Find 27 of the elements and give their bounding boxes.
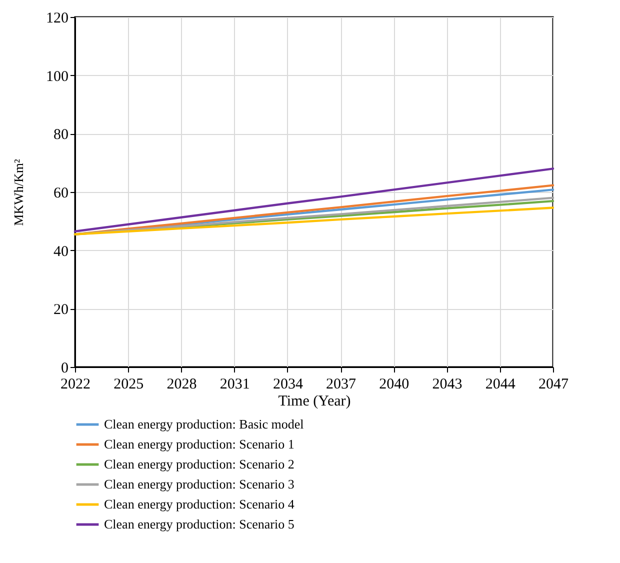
x-tick-label: 2028 bbox=[166, 376, 197, 392]
x-tick-label: 2044 bbox=[485, 376, 516, 392]
x-tick-label: 2022 bbox=[60, 376, 90, 392]
legend-label: Clean energy production: Scenario 4 bbox=[104, 496, 295, 512]
x-tick-label: 2031 bbox=[220, 376, 250, 392]
legend-label: Clean energy production: Scenario 1 bbox=[104, 436, 294, 452]
y-tick-label: 60 bbox=[54, 186, 68, 202]
line-series bbox=[74, 206, 554, 236]
y-axis-title: MKWh/Km² bbox=[11, 159, 26, 226]
legend-label: Clean energy production: Scenario 5 bbox=[104, 516, 294, 532]
legend-label: Clean energy production: Scenario 2 bbox=[104, 456, 294, 472]
y-tick-label: 80 bbox=[54, 127, 68, 144]
y-tick-label: 100 bbox=[46, 68, 68, 85]
line-series bbox=[74, 168, 554, 232]
y-tick-label: 0 bbox=[61, 360, 68, 376]
x-axis-title: Time (Year) bbox=[278, 394, 351, 410]
x-tick-label: 2040 bbox=[379, 376, 410, 392]
legend-label: Clean energy production: Basic model bbox=[104, 416, 304, 432]
x-tick-label: 2047 bbox=[538, 376, 569, 392]
x-tick-label: 2043 bbox=[432, 376, 462, 392]
x-tick-label: 2034 bbox=[272, 376, 304, 392]
y-tick-label: 120 bbox=[46, 10, 68, 26]
x-tick-label: 2025 bbox=[114, 376, 144, 392]
y-tick-label: 20 bbox=[54, 302, 68, 318]
legend-label: Clean energy production: Scenario 3 bbox=[104, 476, 294, 492]
x-tick-label: 2037 bbox=[326, 376, 357, 392]
y-tick-label: 40 bbox=[54, 244, 68, 260]
